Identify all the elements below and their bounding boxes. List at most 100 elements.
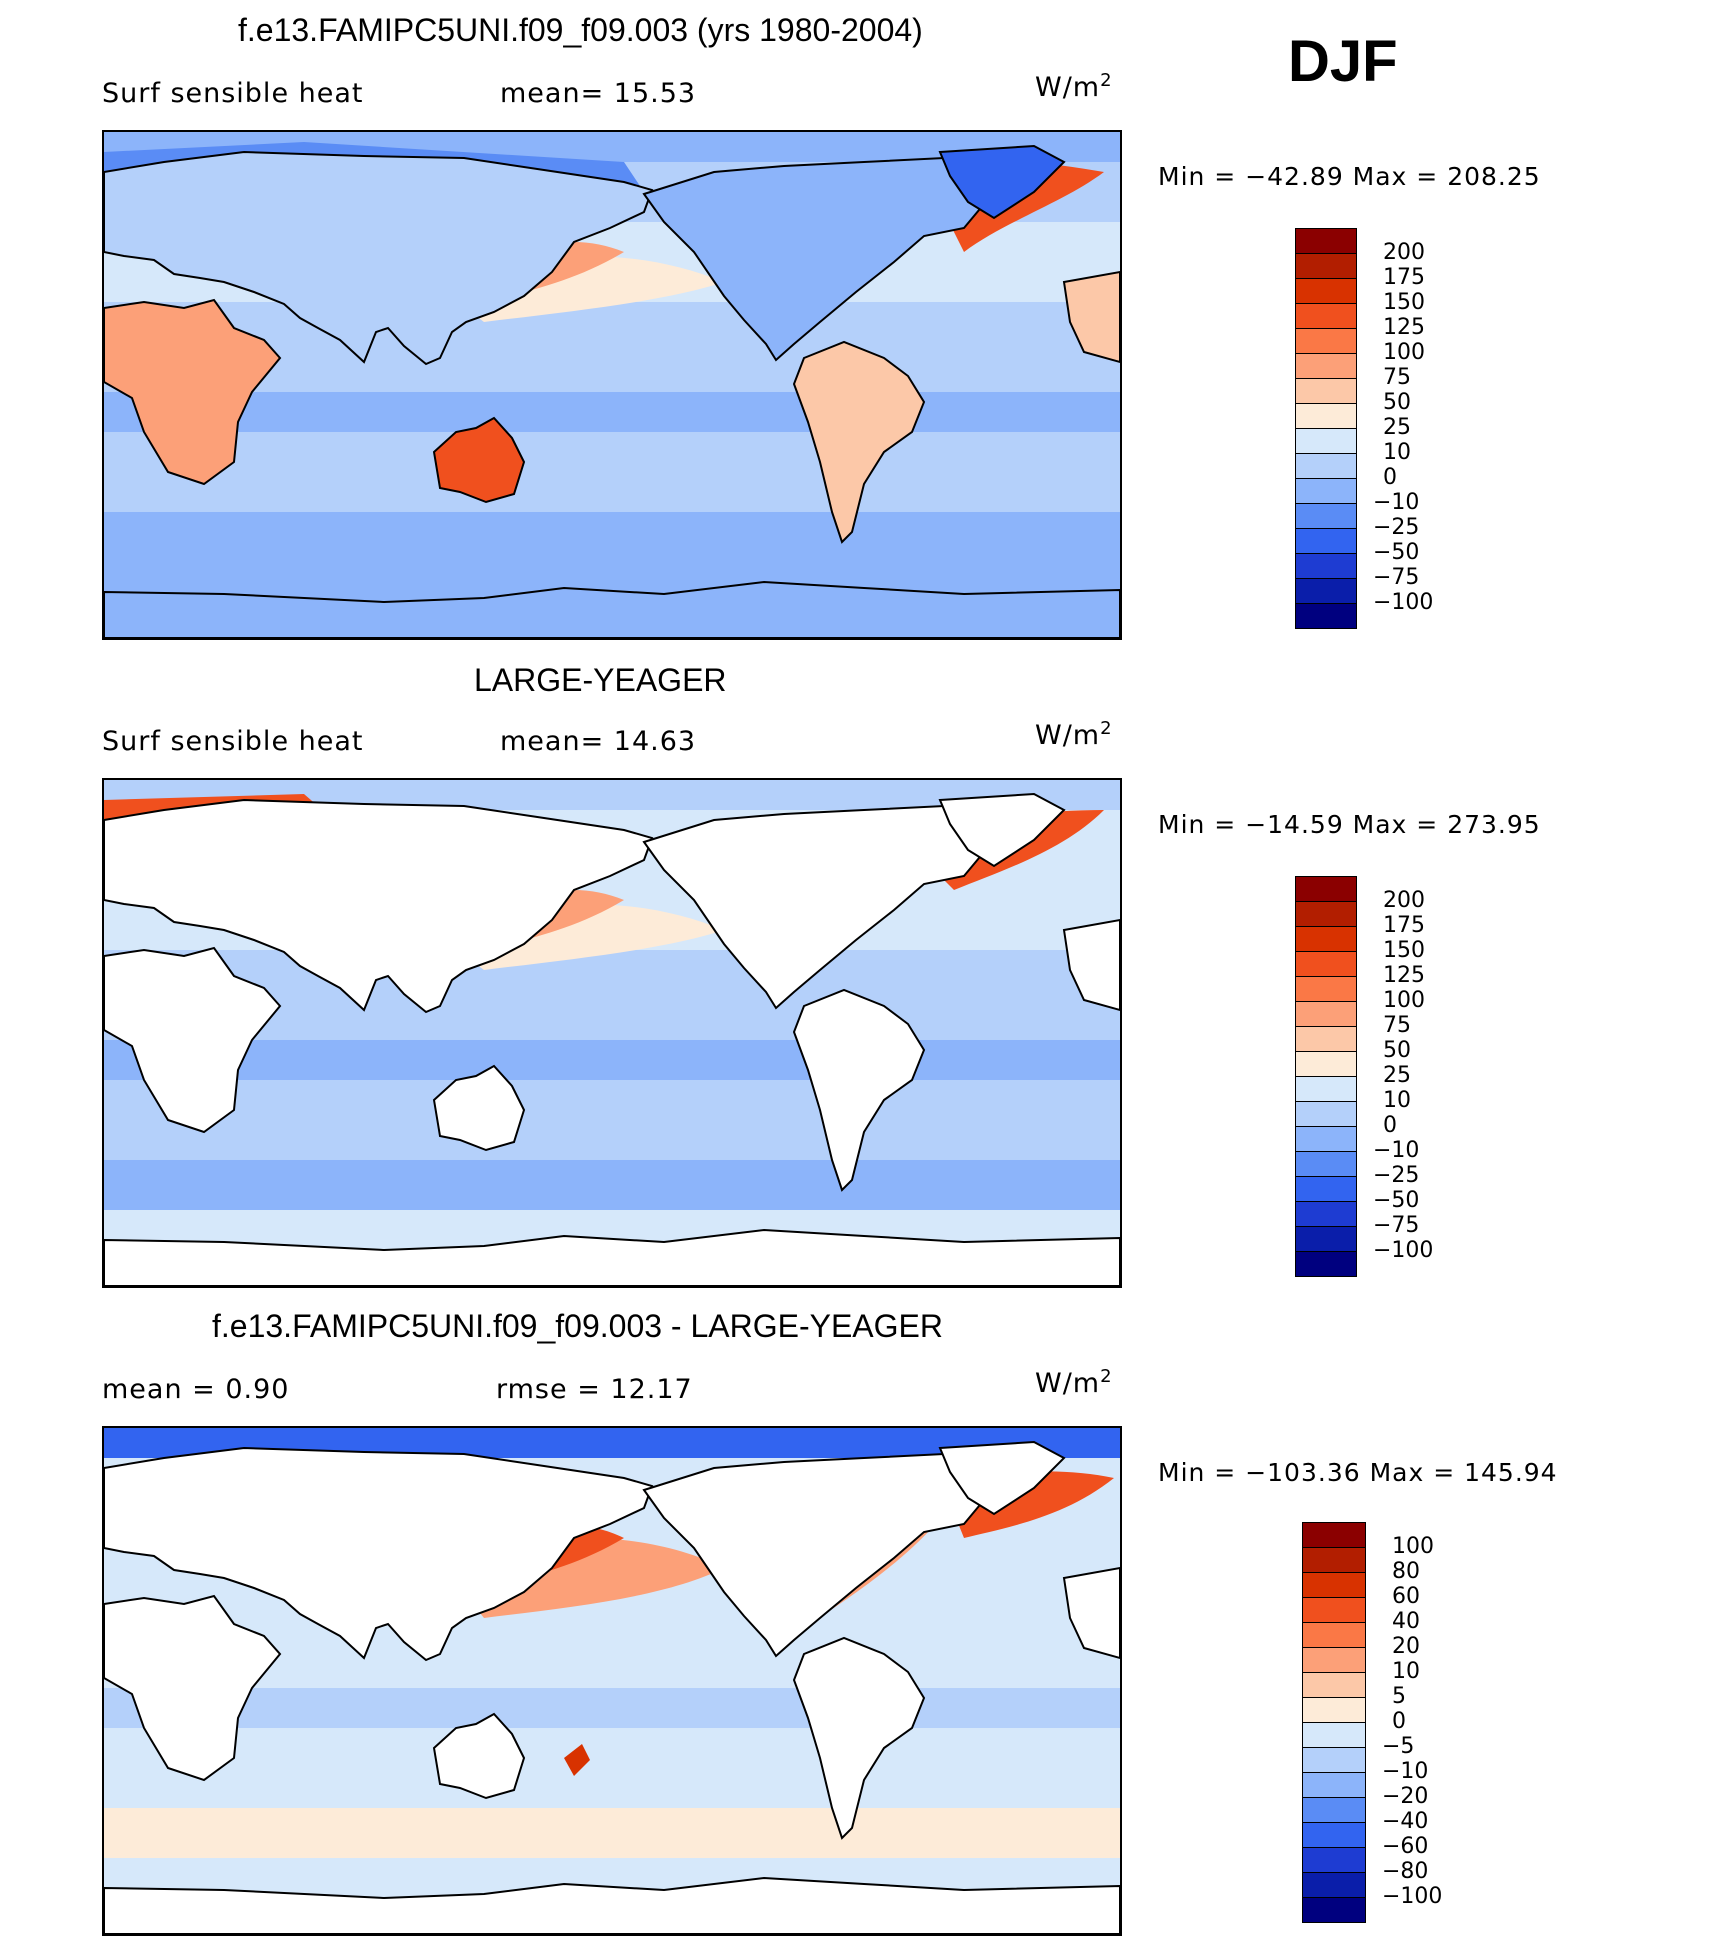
colorbar-swatch [1295, 1176, 1357, 1202]
colorbar-swatch [1302, 1547, 1366, 1573]
colorbar-swatch [1295, 578, 1357, 604]
colorbar-swatch [1302, 1622, 1366, 1648]
colorbar-label: 175 [1383, 913, 1425, 938]
colorbar-swatch [1302, 1722, 1366, 1748]
panel2-mean-value: mean= 14.63 [500, 726, 697, 757]
panel1-map-svg [104, 132, 1120, 638]
colorbar-swatch [1302, 1822, 1366, 1848]
colorbar-swatch [1302, 1897, 1366, 1923]
colorbar-label: 125 [1383, 315, 1425, 340]
colorbar-swatch [1302, 1847, 1366, 1873]
colorbar-swatch [1302, 1697, 1366, 1723]
colorbar-swatch [1295, 278, 1357, 304]
colorbar-label: −50 [1373, 540, 1420, 565]
panel1-title: f.e13.FAMIPC5UNI.f09_f09.003 (yrs 1980-2… [238, 12, 923, 48]
panel2-title: LARGE-YEAGER [474, 662, 727, 698]
colorbar-swatch [1295, 478, 1357, 504]
colorbar-label: −100 [1373, 1238, 1434, 1263]
colorbar-label: 50 [1383, 390, 1411, 415]
colorbar-swatch [1295, 253, 1357, 279]
colorbar-label: −10 [1373, 1138, 1420, 1163]
panel2-variable-label: Surf sensible heat [102, 726, 364, 757]
colorbar-swatch [1295, 453, 1357, 479]
colorbar-label: 5 [1392, 1684, 1406, 1709]
panel1-variable-label: Surf sensible heat [102, 78, 364, 109]
colorbar-swatch [1295, 1101, 1357, 1127]
colorbar-label: −5 [1382, 1734, 1415, 1759]
colorbar-label: −75 [1373, 565, 1420, 590]
panel3-units-base: W/m [1035, 1368, 1101, 1399]
colorbar-label: 125 [1383, 963, 1425, 988]
season-label: DJF [1288, 29, 1398, 94]
colorbar-label: −20 [1382, 1784, 1429, 1809]
colorbar-label: 10 [1383, 440, 1411, 465]
colorbar-label: −25 [1373, 1163, 1420, 1188]
colorbar-label: −100 [1373, 590, 1434, 615]
panel1-mean-value: mean= 15.53 [500, 78, 697, 109]
colorbar-swatch [1295, 1076, 1357, 1102]
colorbar-swatch [1302, 1597, 1366, 1623]
colorbar-swatch [1302, 1572, 1366, 1598]
colorbar-swatch [1302, 1522, 1366, 1548]
colorbar-label: −80 [1382, 1859, 1429, 1884]
colorbar-swatch [1295, 976, 1357, 1002]
colorbar-swatch [1295, 1251, 1357, 1277]
panel3-units-exp: 2 [1100, 1366, 1113, 1387]
colorbar-swatch [1295, 553, 1357, 579]
colorbar-label: 200 [1383, 240, 1425, 265]
colorbar-swatch [1295, 328, 1357, 354]
colorbar-swatch [1302, 1797, 1366, 1823]
colorbar-label: 25 [1383, 1063, 1411, 1088]
colorbar-swatch [1295, 1051, 1357, 1077]
colorbar-swatch [1302, 1747, 1366, 1773]
panel3-minmax: Min = −103.36 Max = 145.94 [1158, 1458, 1558, 1487]
colorbar-swatch [1295, 901, 1357, 927]
panel1-units: W/m2 [1035, 70, 1113, 103]
colorbar-label: 100 [1392, 1534, 1434, 1559]
colorbar-label: 60 [1392, 1584, 1420, 1609]
panel3-title: f.e13.FAMIPC5UNI.f09_f09.003 - LARGE-YEA… [212, 1308, 943, 1344]
colorbar-label: 0 [1392, 1709, 1406, 1734]
colorbar-swatch [1302, 1647, 1366, 1673]
colorbar-label: 20 [1392, 1634, 1420, 1659]
panel2-units-base: W/m [1035, 720, 1101, 751]
panel1-units-exp: 2 [1100, 70, 1113, 91]
colorbar-swatch [1295, 403, 1357, 429]
colorbar-label: 40 [1392, 1609, 1420, 1634]
colorbar-swatch [1295, 1126, 1357, 1152]
colorbar-swatch [1295, 1201, 1357, 1227]
colorbar-label: 10 [1392, 1659, 1420, 1684]
colorbar-swatch [1295, 303, 1357, 329]
colorbar-label: 0 [1383, 465, 1397, 490]
colorbar-label: −60 [1382, 1834, 1429, 1859]
colorbar-label: 150 [1383, 290, 1425, 315]
colorbar-label: −100 [1382, 1884, 1443, 1909]
colorbar-label: 10 [1383, 1088, 1411, 1113]
colorbar-label: −10 [1382, 1759, 1429, 1784]
colorbar-swatch [1295, 1026, 1357, 1052]
colorbar-swatch [1302, 1672, 1366, 1698]
panel2-minmax: Min = −14.59 Max = 273.95 [1158, 810, 1541, 839]
colorbar-swatch [1295, 353, 1357, 379]
colorbar-label: −25 [1373, 515, 1420, 540]
panel2-map [102, 778, 1122, 1288]
colorbar-label: 100 [1383, 340, 1425, 365]
colorbar-swatch [1295, 428, 1357, 454]
colorbar-swatch [1295, 876, 1357, 902]
panel2-units-exp: 2 [1100, 718, 1113, 739]
colorbar-label: 75 [1383, 1013, 1411, 1038]
colorbar-label: −10 [1373, 490, 1420, 515]
colorbar-swatch [1302, 1872, 1366, 1898]
colorbar-swatch [1295, 378, 1357, 404]
colorbar-label: −75 [1373, 1213, 1420, 1238]
panel3-map-svg [104, 1428, 1120, 1934]
panel2-units: W/m2 [1035, 718, 1113, 751]
colorbar-swatch [1295, 1226, 1357, 1252]
panel1-minmax: Min = −42.89 Max = 208.25 [1158, 162, 1541, 191]
panel3-mean-label: mean = 0.90 [102, 1374, 290, 1405]
panel3-rmse-label: rmse = 12.17 [496, 1374, 693, 1405]
colorbar-label: 50 [1383, 1038, 1411, 1063]
colorbar-label: 100 [1383, 988, 1425, 1013]
colorbar-swatch [1295, 1151, 1357, 1177]
colorbar-swatch [1295, 1001, 1357, 1027]
